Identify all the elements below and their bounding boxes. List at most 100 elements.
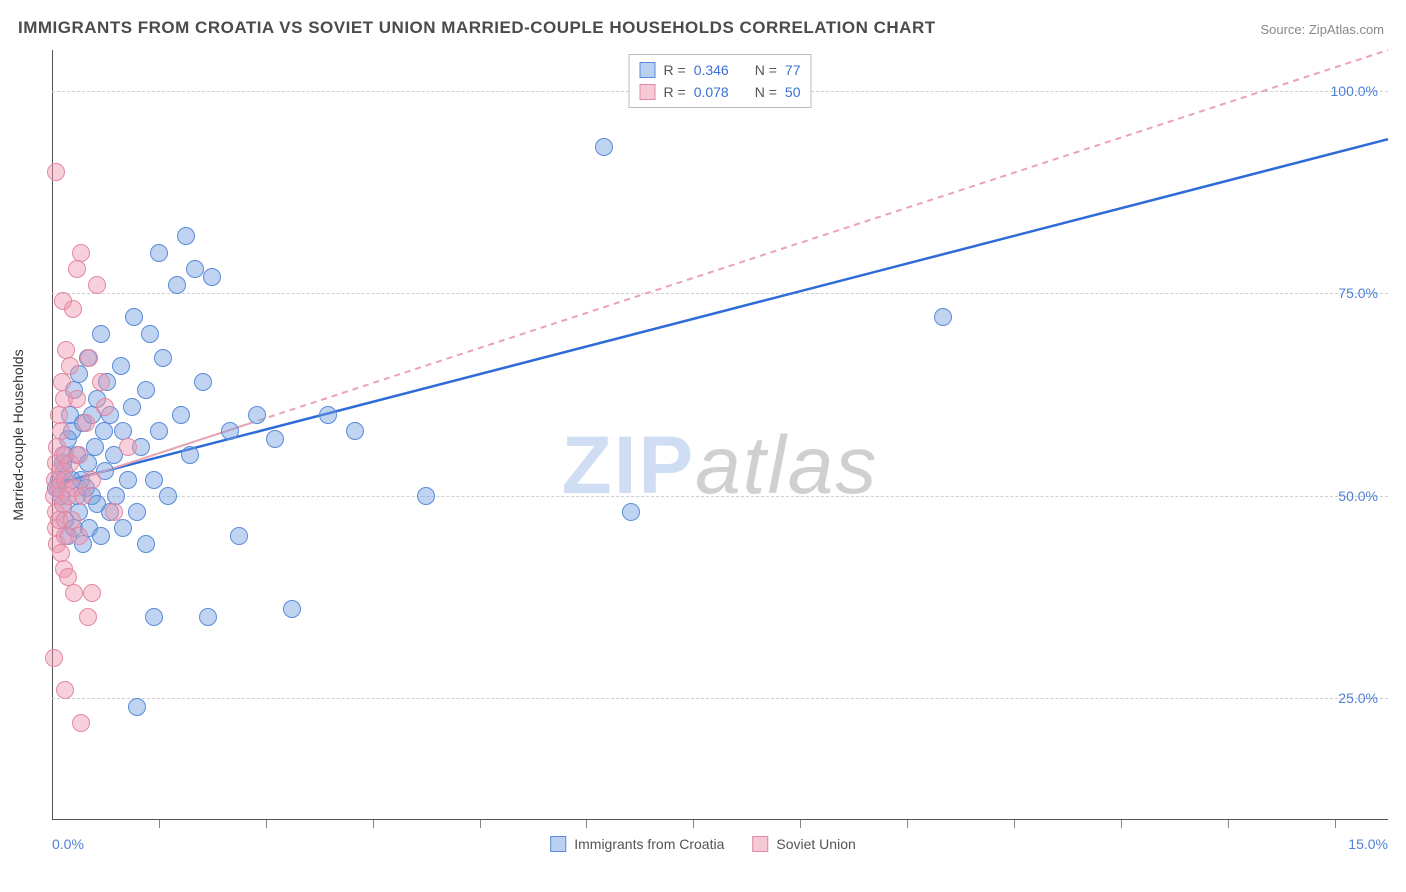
data-point-soviet bbox=[72, 714, 90, 732]
data-point-croatia bbox=[595, 138, 613, 156]
stat-r-label: R = bbox=[664, 59, 686, 81]
data-point-croatia bbox=[230, 527, 248, 545]
data-point-soviet bbox=[61, 357, 79, 375]
x-tick bbox=[800, 820, 801, 828]
data-point-croatia bbox=[154, 349, 172, 367]
stat-r-label: R = bbox=[664, 81, 686, 103]
data-point-croatia bbox=[622, 503, 640, 521]
data-point-soviet bbox=[52, 544, 70, 562]
data-point-croatia bbox=[86, 438, 104, 456]
x-tick bbox=[907, 820, 908, 828]
data-point-soviet bbox=[70, 527, 88, 545]
data-point-croatia bbox=[221, 422, 239, 440]
data-point-soviet bbox=[119, 438, 137, 456]
scatter-points bbox=[52, 50, 1388, 820]
data-point-croatia bbox=[181, 446, 199, 464]
data-point-croatia bbox=[125, 308, 143, 326]
y-tick-label: 50.0% bbox=[1338, 488, 1378, 504]
data-point-croatia bbox=[283, 600, 301, 618]
data-point-croatia bbox=[172, 406, 190, 424]
chart-title: IMMIGRANTS FROM CROATIA VS SOVIET UNION … bbox=[18, 18, 936, 38]
data-point-croatia bbox=[159, 487, 177, 505]
stat-r-value: 0.078 bbox=[694, 81, 729, 103]
data-point-croatia bbox=[92, 325, 110, 343]
data-point-croatia bbox=[934, 308, 952, 326]
data-point-croatia bbox=[123, 398, 141, 416]
data-point-soviet bbox=[45, 649, 63, 667]
data-point-soviet bbox=[77, 414, 95, 432]
x-tick bbox=[693, 820, 694, 828]
legend-label-croatia: Immigrants from Croatia bbox=[574, 836, 724, 852]
data-point-croatia bbox=[141, 325, 159, 343]
x-tick bbox=[373, 820, 374, 828]
data-point-soviet bbox=[57, 341, 75, 359]
data-point-croatia bbox=[266, 430, 284, 448]
x-tick bbox=[159, 820, 160, 828]
data-point-croatia bbox=[95, 422, 113, 440]
data-point-croatia bbox=[92, 527, 110, 545]
data-point-croatia bbox=[137, 381, 155, 399]
data-point-croatia bbox=[119, 471, 137, 489]
data-point-croatia bbox=[186, 260, 204, 278]
data-point-soviet bbox=[65, 584, 83, 602]
stats-row-croatia: R = 0.346 N = 77 bbox=[640, 59, 801, 81]
data-point-croatia bbox=[194, 373, 212, 391]
data-point-soviet bbox=[83, 471, 101, 489]
stats-row-soviet: R = 0.078 N = 50 bbox=[640, 81, 801, 103]
data-point-croatia bbox=[168, 276, 186, 294]
data-point-croatia bbox=[346, 422, 364, 440]
x-axis-max-label: 15.0% bbox=[1348, 836, 1388, 852]
x-tick bbox=[1014, 820, 1015, 828]
y-tick-label: 25.0% bbox=[1338, 690, 1378, 706]
data-point-soviet bbox=[96, 398, 114, 416]
stat-n-value: 50 bbox=[785, 81, 801, 103]
data-point-croatia bbox=[107, 487, 125, 505]
x-tick bbox=[1335, 820, 1336, 828]
data-point-soviet bbox=[74, 487, 92, 505]
data-point-croatia bbox=[150, 244, 168, 262]
data-point-croatia bbox=[128, 698, 146, 716]
series-legend: Immigrants from Croatia Soviet Union bbox=[550, 836, 856, 852]
data-point-croatia bbox=[114, 422, 132, 440]
data-point-croatia bbox=[128, 503, 146, 521]
data-point-croatia bbox=[137, 535, 155, 553]
legend-swatch-croatia bbox=[550, 836, 566, 852]
data-point-croatia bbox=[203, 268, 221, 286]
y-tick-label: 75.0% bbox=[1338, 285, 1378, 301]
data-point-croatia bbox=[145, 471, 163, 489]
data-point-soviet bbox=[88, 276, 106, 294]
x-axis-min-label: 0.0% bbox=[52, 836, 84, 852]
y-tick-label: 100.0% bbox=[1331, 83, 1378, 99]
legend-swatch-soviet bbox=[752, 836, 768, 852]
data-point-soviet bbox=[92, 373, 110, 391]
data-point-croatia bbox=[177, 227, 195, 245]
stat-n-label: N = bbox=[755, 59, 777, 81]
plot-area: Married-couple Households ZIPatlas R =0.… bbox=[52, 50, 1388, 820]
data-point-croatia bbox=[319, 406, 337, 424]
stat-n-label: N = bbox=[755, 81, 777, 103]
x-tick bbox=[1228, 820, 1229, 828]
data-point-soviet bbox=[79, 608, 97, 626]
stats-legend: R = 0.346 N = 77 R = 0.078 N = 50 bbox=[629, 54, 812, 108]
stat-n-value: 77 bbox=[785, 59, 801, 81]
data-point-soviet bbox=[56, 681, 74, 699]
data-point-croatia bbox=[417, 487, 435, 505]
data-point-croatia bbox=[114, 519, 132, 537]
data-point-soviet bbox=[54, 292, 72, 310]
stat-r-value: 0.346 bbox=[694, 59, 729, 81]
data-point-soviet bbox=[52, 422, 70, 440]
data-point-croatia bbox=[248, 406, 266, 424]
data-point-soviet bbox=[68, 260, 86, 278]
x-tick bbox=[266, 820, 267, 828]
data-point-croatia bbox=[150, 422, 168, 440]
legend-label-soviet: Soviet Union bbox=[776, 836, 855, 852]
data-point-soviet bbox=[47, 163, 65, 181]
data-point-soviet bbox=[80, 349, 98, 367]
data-point-soviet bbox=[105, 503, 123, 521]
data-point-soviet bbox=[70, 446, 88, 464]
data-point-croatia bbox=[145, 608, 163, 626]
y-axis-label: Married-couple Households bbox=[10, 349, 26, 520]
data-point-croatia bbox=[112, 357, 130, 375]
data-point-soviet bbox=[68, 390, 86, 408]
data-point-soviet bbox=[53, 373, 71, 391]
